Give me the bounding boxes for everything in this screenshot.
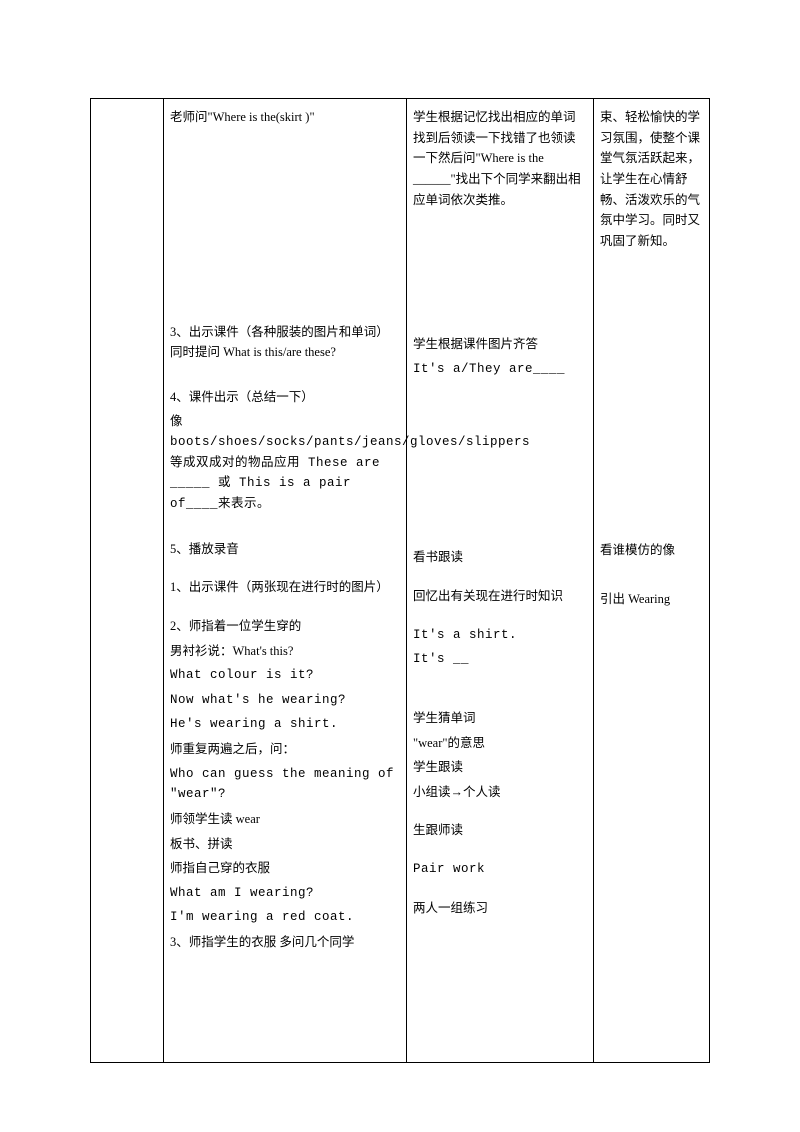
text-block: I'm wearing a red coat. [170,907,400,928]
text-block: 学生猜单词 [413,708,587,729]
text-block: He's wearing a shirt. [170,714,400,735]
text-block: 3、出示课件（各种服装的图片和单词）同时提问 What is this/are … [170,322,400,363]
text-block: It's __ [413,649,587,670]
column-notes: 束、轻松愉快的学习氛围，使整个课堂气氛活跃起来，让学生在心情舒畅、活泼欢乐的气氛… [594,99,711,1062]
text-block: 学生根据课件图片齐答 [413,334,587,355]
text-block: 2、师指着一位学生穿的 [170,616,400,637]
lesson-table: 老师问"Where is the(skirt )" 3、出示课件（各种服装的图片… [90,98,710,1063]
text-block: Now what's he wearing? [170,690,400,711]
text-block: 生跟师读 [413,820,587,841]
text-block: It's a shirt. [413,625,587,646]
text-block: 4、课件出示（总结一下） [170,387,400,408]
text-block: What colour is it? [170,665,400,686]
text-block: It's a/They are____ [413,359,587,380]
text-block: 3、师指学生的衣服 多问几个同学 [170,932,400,953]
text-block: 老师问"Where is the(skirt )" [170,107,400,128]
text-block: 看谁模仿的像 [600,540,705,561]
text-block: 小组读→个人读 [413,782,587,803]
column-stage [91,99,164,1062]
text-block: Pair work [413,859,587,880]
text-block: 板书、拼读 [170,834,400,855]
text-block: 男衬衫说：What's this? [170,641,400,662]
text-block: 回忆出有关现在进行时知识 [413,586,587,607]
text-block: Who can guess the meaning of "wear"? [170,764,400,805]
text-block: 引出 Wearing [600,589,705,610]
text-block: What am I wearing? [170,883,400,904]
text-block: 5、播放录音 [170,539,400,560]
text-block: 束、轻松愉快的学习氛围，使整个课堂气氛活跃起来，让学生在心情舒畅、活泼欢乐的气氛… [600,107,705,251]
text-block: 师领学生读 wear [170,809,400,830]
text-block: 学生跟读 [413,757,587,778]
text-block: 两人一组练习 [413,898,587,919]
text-block: 师重复两遍之后，问： [170,739,400,760]
column-teacher-activity: 老师问"Where is the(skirt )" 3、出示课件（各种服装的图片… [164,99,407,1062]
text-block: 看书跟读 [413,547,587,568]
text-block: 像boots/shoes/socks/pants/jeans/gloves/sl… [170,412,400,515]
column-student-activity: 学生根据记忆找出相应的单词找到后领读一下找错了也领读一下然后问"Where is… [407,99,594,1062]
text-block: 1、出示课件（两张现在进行时的图片） [170,577,400,598]
text-block: "wear"的意思 [413,733,587,754]
text-block: 学生根据记忆找出相应的单词找到后领读一下找错了也领读一下然后问"Where is… [413,107,587,210]
text-block: 师指自己穿的衣服 [170,858,400,879]
